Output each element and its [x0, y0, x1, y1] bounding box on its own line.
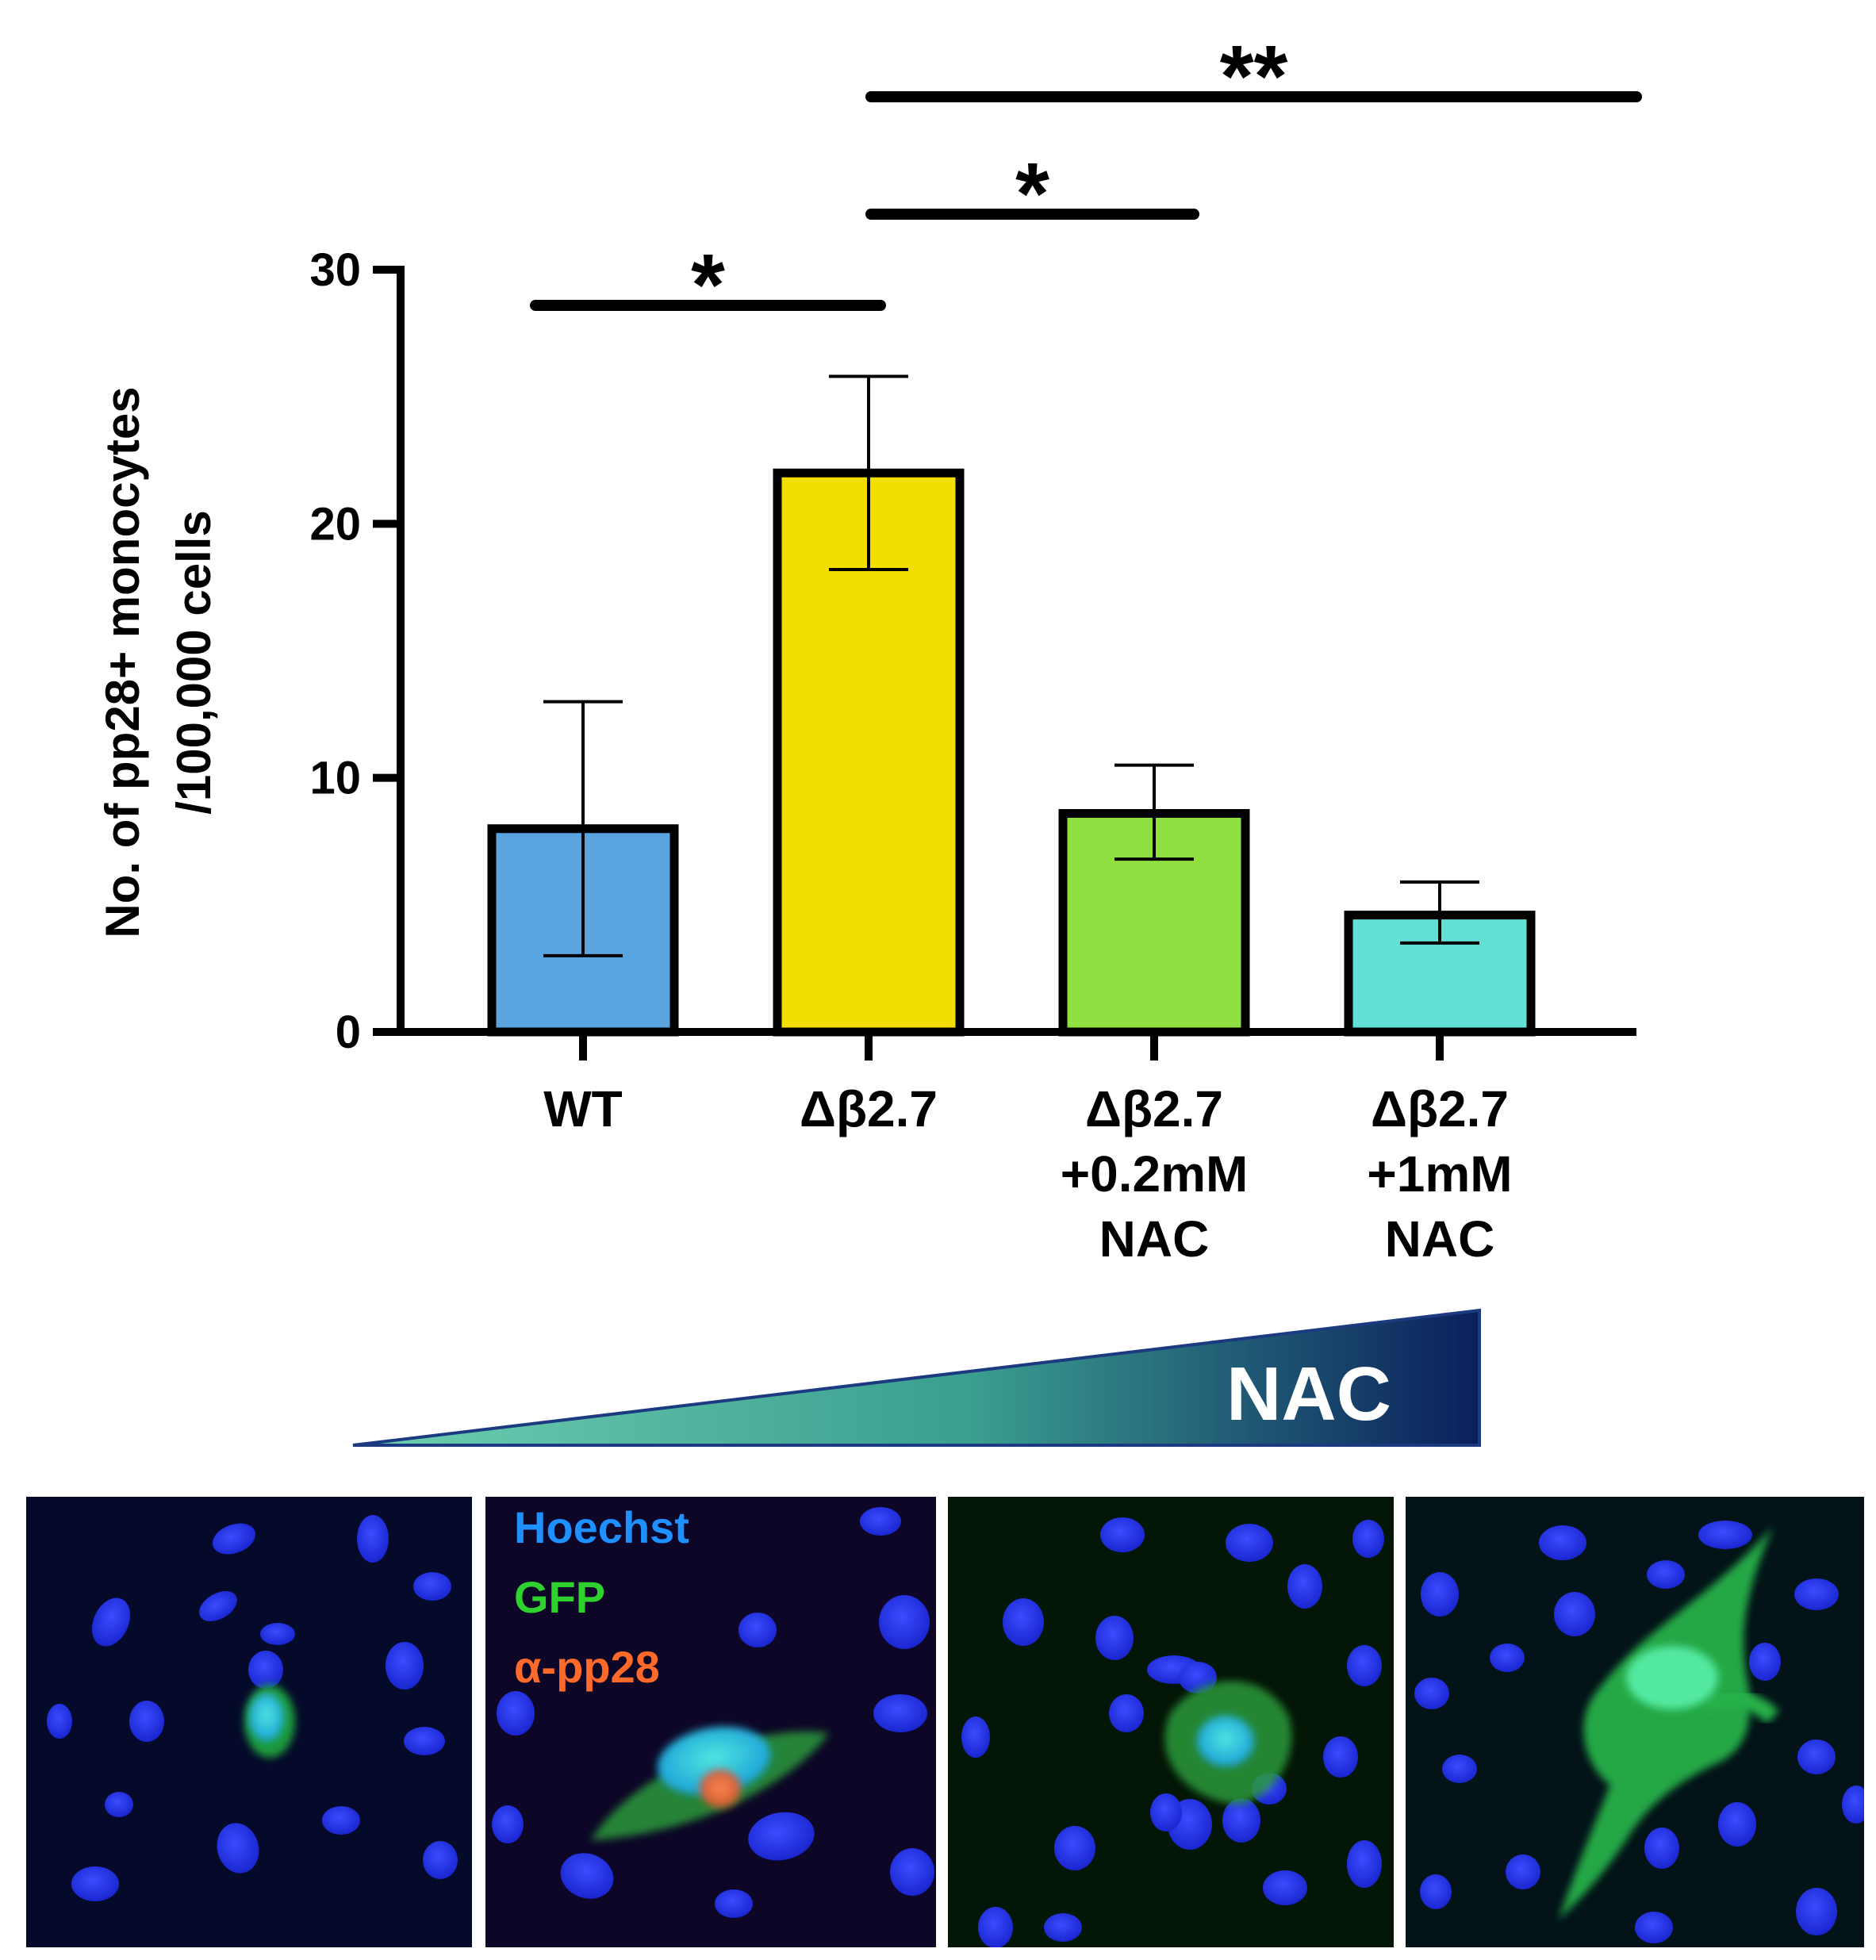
legend-gfp: GFP — [514, 1572, 605, 1622]
x-category-label: NAC — [1099, 1210, 1210, 1268]
y-tick-label: 10 — [309, 753, 361, 804]
significance-brackets: **** — [530, 28, 1642, 334]
y-axis-label-line-2: /100,000 cells — [167, 510, 221, 815]
significance-label: * — [1015, 145, 1049, 243]
legend-pp28: α-pp28 — [514, 1642, 660, 1692]
micrograph-panel-0-2mm-nac — [948, 1497, 1394, 1947]
significance-label: * — [691, 236, 725, 334]
bar-chart: No. of pp28+ monocytes /100,000 cells 0 1… — [96, 28, 1642, 1268]
y-tick-label: 30 — [309, 244, 361, 296]
micrograph-panel-wt — [26, 1497, 472, 1947]
y-tick-label: 20 — [309, 498, 361, 550]
x-category-label: +0.2mM — [1061, 1145, 1249, 1202]
y-tick-label: 0 — [336, 1007, 361, 1058]
bars — [487, 468, 1536, 1061]
y-axis-label-line-1: No. of pp28+ monocytes — [96, 386, 149, 938]
x-category-label: NAC — [1385, 1210, 1495, 1268]
micrograph-panel-1mm-nac — [1406, 1497, 1864, 1947]
legend-hoechst: Hoechst — [514, 1502, 689, 1552]
error-bars — [543, 374, 1479, 957]
x-category-label: Δβ2.7 — [1085, 1080, 1223, 1137]
nac-gradient-wedge: NAC — [352, 1308, 1481, 1447]
micrograph-panel-delta-b27: Hoechst GFP α-pp28 — [485, 1497, 936, 1947]
x-axis-category-labels: WT Δβ2.7 Δβ2.7 +0.2mM NAC Δβ2.7 +1mM NAC — [543, 1080, 1512, 1268]
x-category-label: Δβ2.7 — [1371, 1080, 1509, 1137]
x-category-label: +1mM — [1367, 1145, 1512, 1202]
nac-gradient-label: NAC — [1226, 1352, 1391, 1436]
x-category-label: WT — [543, 1080, 623, 1137]
x-category-label: Δβ2.7 — [800, 1080, 938, 1137]
micrograph-panels: Hoechst GFP α-pp28 — [26, 1497, 1864, 1947]
y-axis-ticks: 0 10 20 30 — [309, 244, 401, 1058]
significance-label: ** — [1220, 28, 1288, 125]
nac-gradient-triangle — [352, 1308, 1481, 1447]
